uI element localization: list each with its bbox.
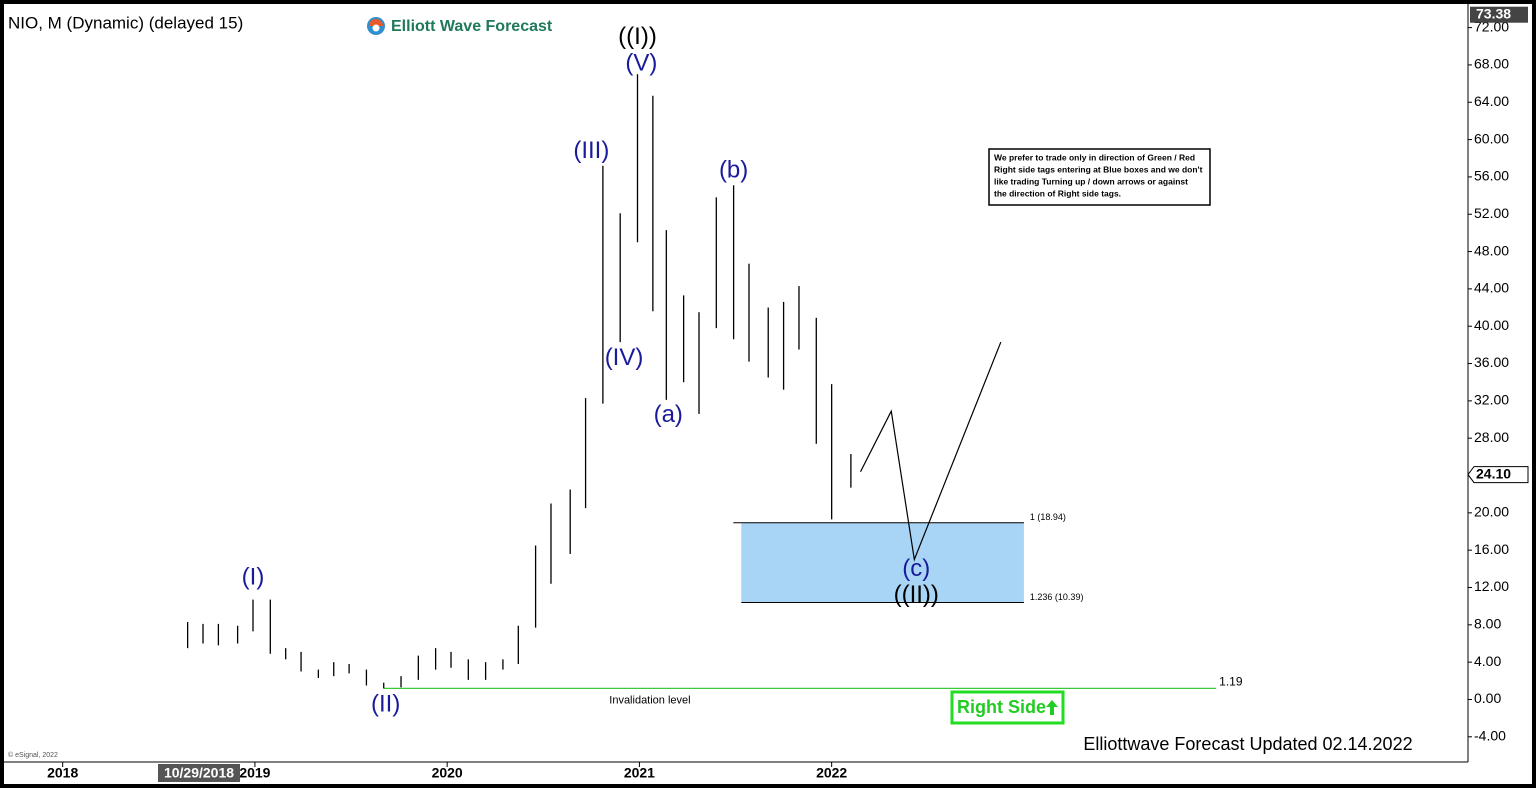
logo-icon-part <box>372 24 380 32</box>
logo-icon-part <box>369 19 383 26</box>
wave-label: (I) <box>242 564 265 591</box>
footer: Elliottwave Forecast Updated 02.14.2022 <box>1083 734 1412 754</box>
y-tick-label: 20.00 <box>1474 504 1509 520</box>
credit: © eSignal, 2022 <box>8 751 58 759</box>
note-line: We prefer to trade only in direction of … <box>994 152 1195 162</box>
fib-box <box>741 522 1024 603</box>
chart-title: NIO, M (Dynamic) (delayed 15) <box>8 13 243 32</box>
right-side-frame <box>950 690 1065 725</box>
note-line: Right side tags entering at Blue boxes a… <box>994 164 1203 174</box>
wave-label: (c) <box>902 555 930 582</box>
y-tick-label: 32.00 <box>1474 392 1509 408</box>
note-line: the direction of Right side tags. <box>994 188 1121 198</box>
wave-label: (a) <box>654 401 683 428</box>
right-side-arrow <box>1046 700 1058 715</box>
crosshair-date: 10/29/2018 <box>164 765 234 781</box>
y-tick-label: 8.00 <box>1474 616 1501 632</box>
y-tick-label: 0.00 <box>1474 690 1501 706</box>
y-tick-label: 16.00 <box>1474 541 1509 557</box>
logo-text: Elliott Wave Forecast <box>391 18 553 35</box>
x-tick-label: 2018 <box>47 765 78 781</box>
y-tick-label: 44.00 <box>1474 280 1509 296</box>
x-tick-label: 2022 <box>816 765 847 781</box>
y-tick-label: 56.00 <box>1474 168 1509 184</box>
high-price-tag <box>1470 6 1528 23</box>
note-box: We prefer to trade only in direction of … <box>988 148 1211 206</box>
y-tick-label: 28.00 <box>1474 429 1509 445</box>
wave-label: ((II)) <box>894 581 939 608</box>
invalidation-text: Invalidation level <box>609 694 690 706</box>
y-tick-label: 64.00 <box>1474 93 1509 109</box>
wave-label: (III) <box>573 137 609 164</box>
y-tick-label: 52.00 <box>1474 205 1509 221</box>
x-tick-label: 2020 <box>432 765 463 781</box>
note-frame <box>988 148 1211 206</box>
y-tick-label: 36.00 <box>1474 354 1509 370</box>
y-tick-label: 48.00 <box>1474 242 1509 258</box>
x-tick-label: 2021 <box>624 765 655 781</box>
high-price-label: 73.38 <box>1476 5 1511 21</box>
y-tick-label: 68.00 <box>1474 56 1509 72</box>
y-tick-label: 40.00 <box>1474 317 1509 333</box>
last-price-tag <box>1467 466 1529 484</box>
wave-label: (V) <box>625 49 657 76</box>
projection-path <box>859 341 1002 562</box>
wave-label: ((I)) <box>618 23 657 50</box>
wave-label: (IV) <box>605 344 644 371</box>
right-side-text: Right Side <box>957 697 1046 717</box>
invalidation-value: 1.19 <box>1219 675 1243 689</box>
last-price-label: 24.10 <box>1476 465 1511 481</box>
y-tick-label: 4.00 <box>1474 653 1501 669</box>
right-side-tag: Right Side <box>950 690 1065 725</box>
x-tick-label: 2019 <box>239 765 270 781</box>
fib-label: 1.236 (10.39) <box>1030 592 1084 602</box>
y-tick-label: -4.00 <box>1474 728 1506 744</box>
wave-label: (b) <box>719 157 748 184</box>
note-line: like trading Turning up / down arrows or… <box>994 176 1188 186</box>
fib-label: 1 (18.94) <box>1030 512 1066 522</box>
background <box>4 4 1532 784</box>
y-tick-label: 60.00 <box>1474 130 1509 146</box>
logo: Elliott Wave Forecast <box>367 17 553 35</box>
y-tick-label: 12.00 <box>1474 578 1509 594</box>
wave-label: (II) <box>371 690 400 717</box>
crosshair-date-box <box>158 764 240 782</box>
